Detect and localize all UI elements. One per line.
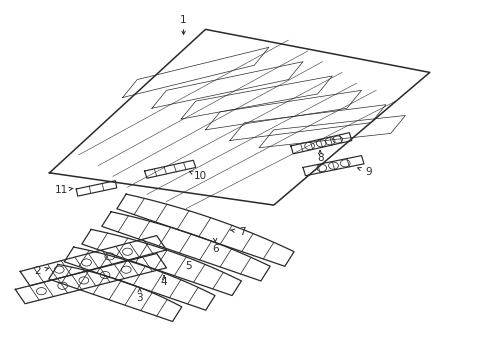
- Text: 7: 7: [238, 227, 245, 237]
- Text: 2: 2: [34, 266, 41, 276]
- Text: 1: 1: [180, 15, 186, 26]
- Text: 11: 11: [55, 185, 68, 195]
- Text: 6: 6: [211, 244, 218, 254]
- Text: 4: 4: [161, 277, 167, 287]
- Text: 9: 9: [365, 167, 371, 177]
- Text: 5: 5: [185, 261, 191, 271]
- Text: 3: 3: [136, 293, 142, 303]
- Text: 8: 8: [316, 153, 323, 163]
- Text: 10: 10: [194, 171, 207, 181]
